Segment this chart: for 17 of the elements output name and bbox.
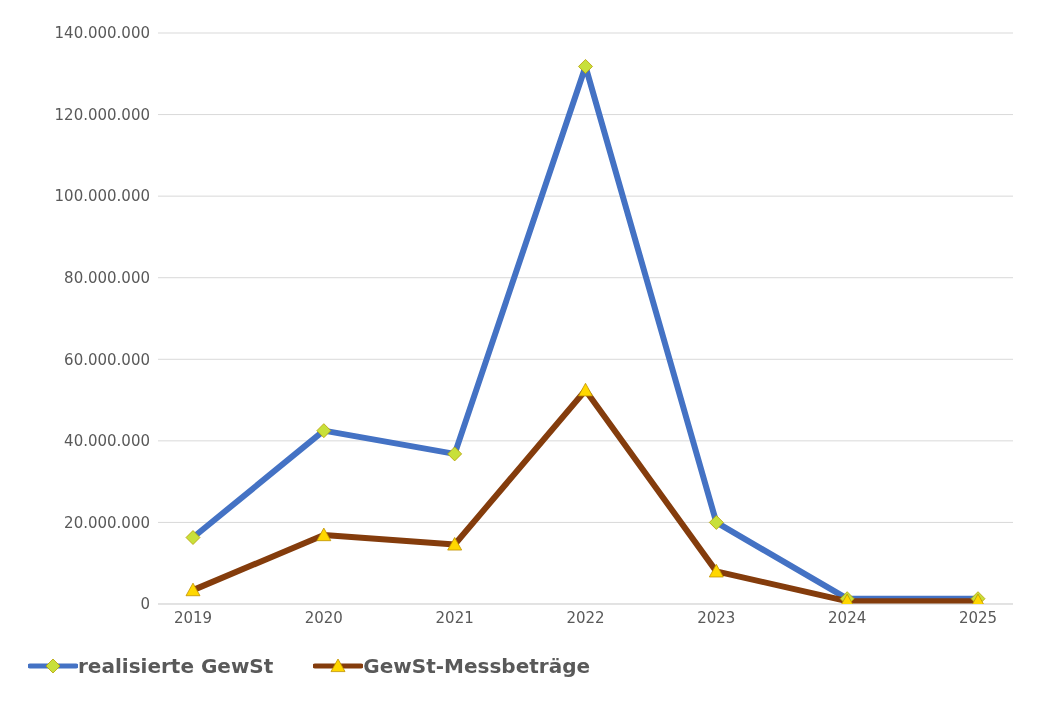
x-tick-label: 2019 bbox=[173, 608, 213, 627]
x-tick-label: 2021 bbox=[435, 608, 474, 627]
y-tick-label: 40.000.000 bbox=[64, 432, 150, 451]
y-tick-label: 140.000.000 bbox=[54, 24, 150, 43]
y-tick-label: 100.000.000 bbox=[54, 187, 150, 206]
y-tick-label: 20.000.000 bbox=[64, 513, 150, 532]
legend-label: GewSt-Messbeträge bbox=[363, 654, 591, 678]
y-tick-label: 0 bbox=[140, 595, 150, 614]
x-tick-label: 2020 bbox=[304, 608, 343, 627]
x-tick-label: 2022 bbox=[566, 608, 605, 627]
y-tick-label: 60.000.000 bbox=[64, 350, 150, 369]
x-tick-label: 2025 bbox=[958, 608, 998, 627]
y-tick-label: 120.000.000 bbox=[54, 105, 150, 124]
y-tick-label: 80.000.000 bbox=[64, 269, 150, 288]
x-tick-label: 2023 bbox=[697, 608, 736, 627]
legend-label: realisierte GewSt bbox=[78, 654, 274, 678]
x-tick-label: 2024 bbox=[828, 608, 867, 627]
